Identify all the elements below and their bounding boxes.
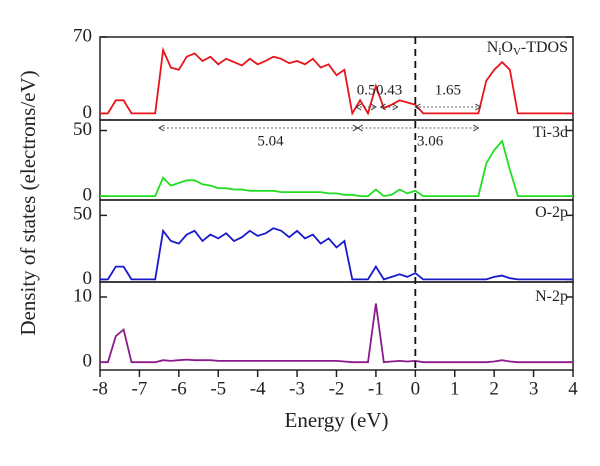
arrow-head bbox=[379, 103, 386, 111]
x-tick-label: 1 bbox=[450, 378, 460, 399]
y-tick-label: 0 bbox=[83, 102, 93, 123]
arrow-head bbox=[475, 103, 482, 111]
gap-label: 3.06 bbox=[417, 133, 444, 149]
x-tick-label: -3 bbox=[289, 378, 305, 399]
dos-line bbox=[100, 227, 573, 281]
x-tick-label: 3 bbox=[529, 378, 539, 399]
label-part: O-2p bbox=[535, 204, 568, 221]
x-tick-label: -5 bbox=[210, 378, 226, 399]
label-part: N-2p bbox=[535, 288, 568, 305]
series-label: O-2p bbox=[535, 204, 568, 221]
dos-line bbox=[100, 139, 573, 198]
dos-line bbox=[100, 46, 573, 116]
arrow-head bbox=[370, 103, 377, 111]
x-tick-label: -7 bbox=[132, 378, 148, 399]
gap-label: 0.5 bbox=[357, 82, 376, 98]
label-part: O bbox=[501, 39, 513, 56]
arrow-head bbox=[473, 124, 480, 132]
series-label: Ti-3d bbox=[533, 124, 568, 141]
label-part: -TDOS bbox=[521, 39, 568, 56]
arrow-head bbox=[414, 103, 421, 111]
y-tick-label: 50 bbox=[73, 119, 92, 140]
label-part: Ti-3d bbox=[533, 124, 568, 141]
x-tick-label: -4 bbox=[250, 378, 266, 399]
arrow-head bbox=[356, 124, 364, 132]
label-part: i bbox=[498, 46, 501, 58]
panel-frame bbox=[99, 281, 574, 371]
series-label: NiOV-TDOS bbox=[487, 39, 568, 58]
y-tick-label: 50 bbox=[73, 204, 92, 225]
arrow-head bbox=[158, 124, 165, 132]
y-tick-label: 0 bbox=[83, 268, 93, 289]
y-axis-label: Density of states (electrons/eV) bbox=[16, 70, 40, 335]
y-tick-label: 70 bbox=[73, 25, 92, 46]
x-tick-label: 2 bbox=[489, 378, 499, 399]
label-part: V bbox=[513, 46, 521, 58]
series-label: N-2p bbox=[535, 288, 568, 305]
x-tick-label: 0 bbox=[411, 378, 421, 399]
arrow-head bbox=[355, 103, 362, 111]
y-tick-label: 0 bbox=[83, 184, 93, 205]
gap-label: 0.43 bbox=[376, 82, 402, 98]
x-tick-label: 4 bbox=[568, 378, 578, 399]
dos-line bbox=[100, 303, 573, 364]
x-tick-label: -8 bbox=[92, 378, 108, 399]
gap-label: 1.65 bbox=[435, 82, 461, 98]
y-tick-label: 0 bbox=[83, 351, 93, 372]
label-part: N bbox=[487, 39, 499, 56]
arrow-head bbox=[392, 103, 399, 111]
y-tick-label: 10 bbox=[73, 285, 92, 306]
x-tick-label: -1 bbox=[368, 378, 384, 399]
x-axis-label: Energy (eV) bbox=[285, 408, 389, 432]
x-tick-label: -6 bbox=[171, 378, 187, 399]
gap-label: 5.04 bbox=[257, 133, 284, 149]
x-tick-label: -2 bbox=[329, 378, 345, 399]
panel-frame bbox=[99, 119, 574, 201]
